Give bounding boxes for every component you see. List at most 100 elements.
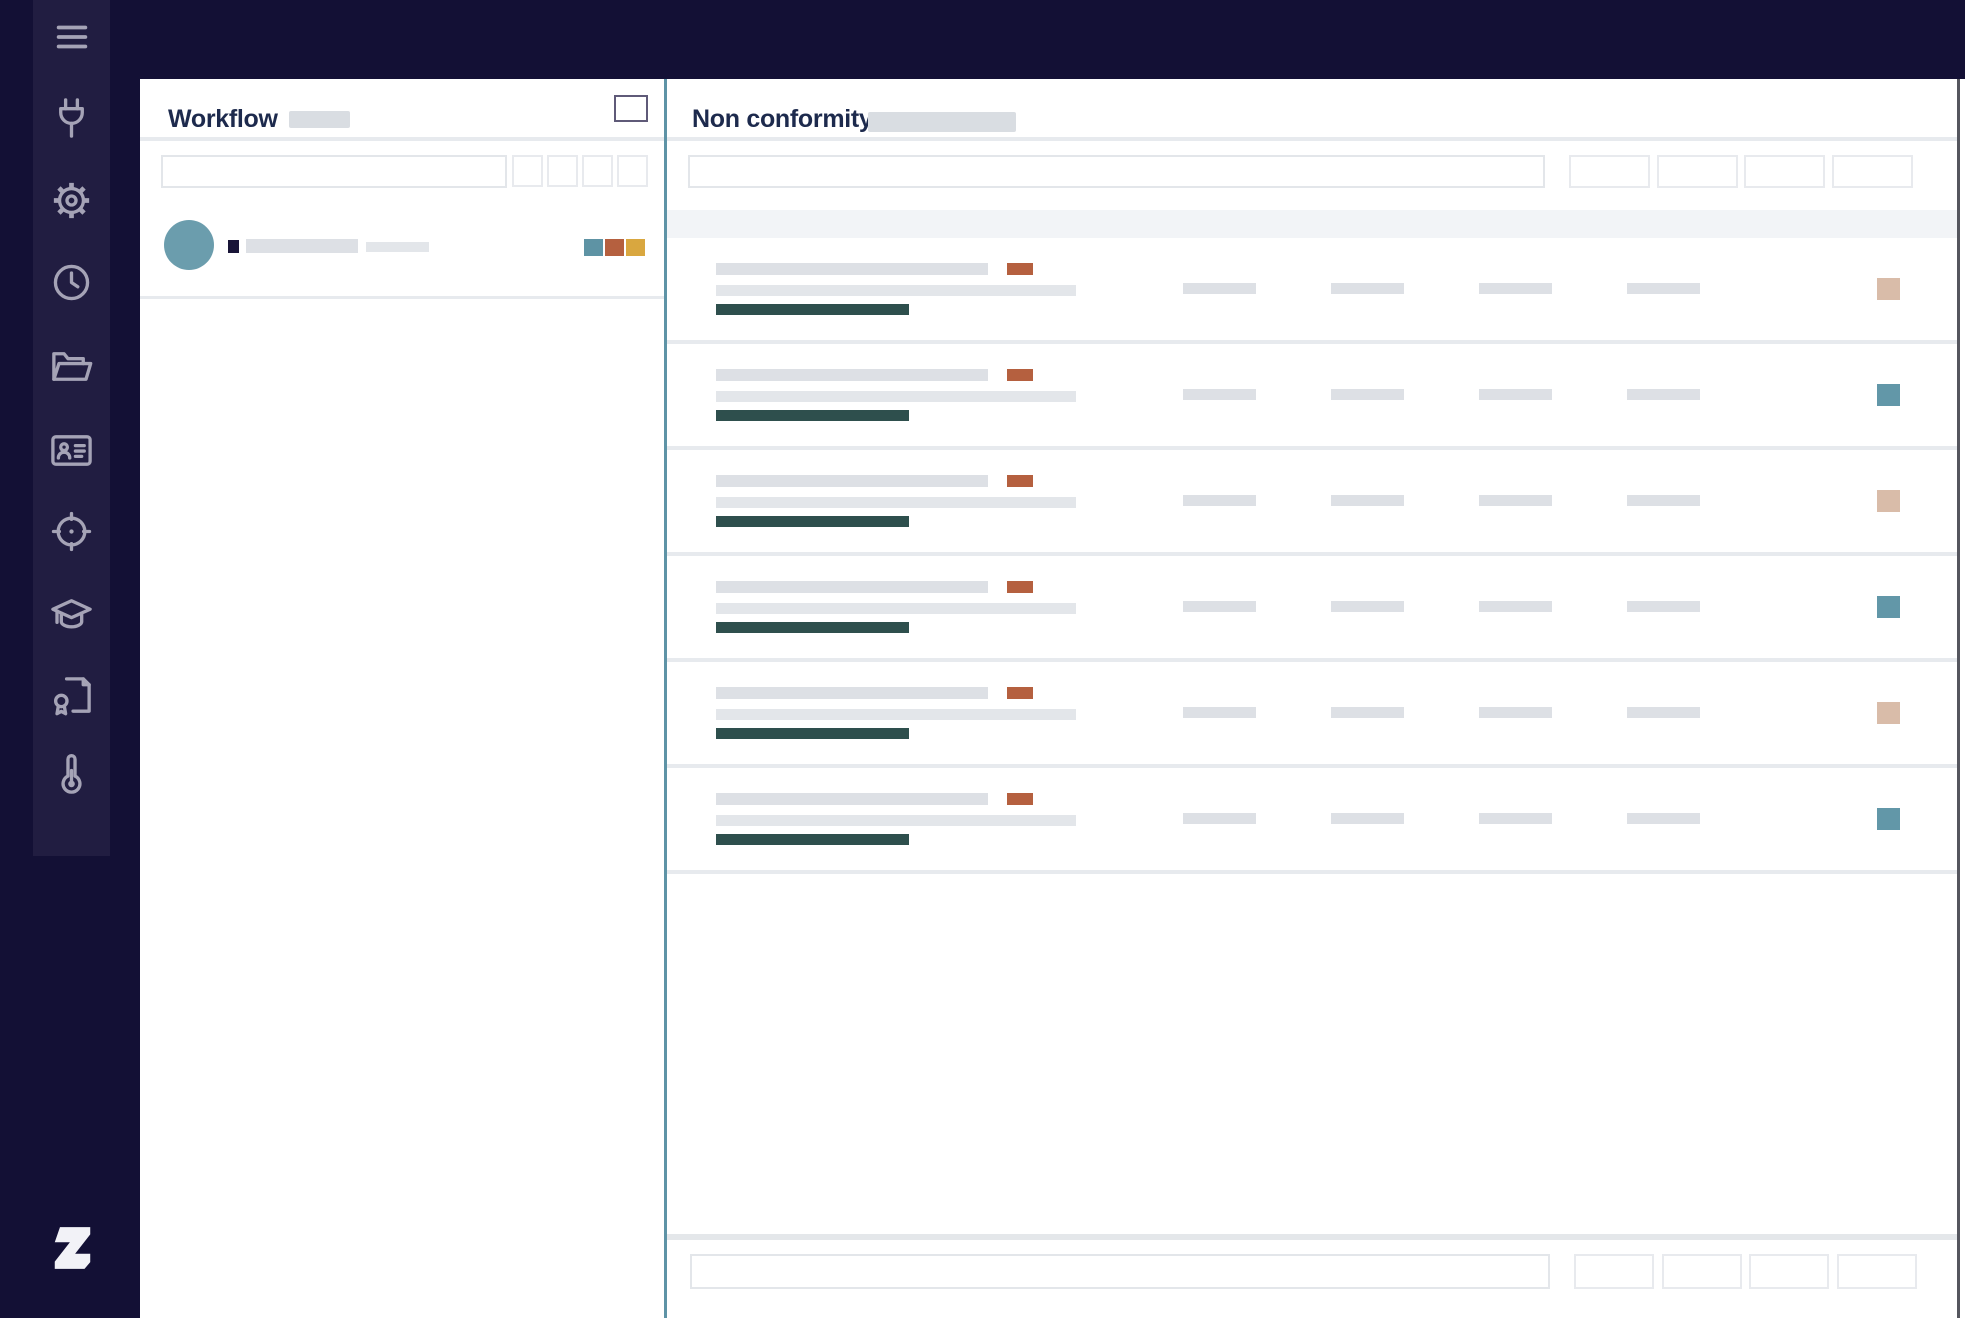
row-description-skeleton [716, 815, 1076, 826]
top-bar [0, 0, 1965, 79]
row-cell-skeleton [1331, 283, 1404, 294]
workflow-title-badge-skeleton [289, 111, 350, 128]
row-category-chip [1877, 808, 1900, 830]
row-category-chip [1877, 596, 1900, 618]
nonconformity-toolbar-button[interactable] [1831, 155, 1913, 188]
row-cell-skeleton [1183, 495, 1256, 506]
workflow-item-divider [140, 296, 664, 299]
graduation-cap-icon[interactable] [48, 591, 95, 638]
settings-gear-icon[interactable] [48, 177, 95, 224]
yellow-chip [626, 239, 645, 256]
row-cell-skeleton [1183, 601, 1256, 612]
sidebar [0, 0, 140, 1318]
row-link-skeleton [716, 834, 909, 845]
workflow-title: Workflow [168, 105, 278, 133]
nonconformity-title-badge-skeleton [868, 112, 1016, 132]
row-description-skeleton [716, 391, 1076, 402]
workflow-search-input[interactable] [161, 155, 507, 188]
panel-separator [664, 79, 667, 1318]
row-link-skeleton [716, 410, 909, 421]
workflow-list-item[interactable] [140, 199, 664, 296]
row-cell-skeleton [1627, 495, 1700, 506]
row-title-skeleton [716, 369, 988, 381]
workflow-filter-button[interactable] [512, 155, 543, 187]
table-row[interactable] [667, 556, 1957, 662]
row-description-skeleton [716, 603, 1076, 614]
workflow-panel: Workflow [140, 79, 664, 1318]
pagination-button[interactable] [1837, 1254, 1918, 1289]
row-cell-skeleton [1479, 283, 1552, 294]
nonconformity-toolbar-button[interactable] [1744, 155, 1825, 188]
nonconformity-title: Non conformity [692, 105, 873, 133]
row-cell-skeleton [1331, 601, 1404, 612]
status-square [228, 240, 239, 253]
row-cell-skeleton [1627, 389, 1700, 400]
window-edge-line [1957, 79, 1960, 1318]
row-cell-skeleton [1479, 389, 1552, 400]
row-status-chip [1007, 369, 1033, 381]
table-row[interactable] [667, 344, 1957, 450]
row-title-skeleton [716, 475, 988, 487]
item-subtitle-skeleton [366, 242, 429, 252]
row-cell-skeleton [1331, 707, 1404, 718]
row-cell-skeleton [1479, 813, 1552, 824]
row-cell-skeleton [1183, 283, 1256, 294]
workflow-filter-button[interactable] [617, 155, 648, 187]
row-title-skeleton [716, 793, 988, 805]
row-cell-skeleton [1331, 813, 1404, 824]
workflow-filter-button[interactable] [547, 155, 578, 187]
row-link-skeleton [716, 516, 909, 527]
z-logo-icon [49, 1224, 96, 1272]
nonconformity-toolbar-button[interactable] [1656, 155, 1738, 188]
pagination-divider [667, 1234, 1957, 1240]
row-cell-skeleton [1479, 601, 1552, 612]
menu-icon[interactable] [50, 17, 94, 57]
nonconformity-toolbar-button[interactable] [1569, 155, 1650, 188]
brand-logo [49, 1224, 96, 1272]
teal-chip [584, 239, 603, 256]
table-row[interactable] [667, 662, 1957, 768]
row-title-skeleton [716, 581, 988, 593]
row-cell-skeleton [1183, 389, 1256, 400]
contact-card-icon[interactable] [48, 427, 95, 474]
history-clock-icon[interactable] [48, 259, 95, 306]
nonconformity-panel: Non conformity [667, 79, 1957, 1318]
row-status-chip [1007, 581, 1033, 593]
row-cell-skeleton [1627, 283, 1700, 294]
row-cell-skeleton [1627, 707, 1700, 718]
table-body [667, 238, 1957, 874]
workflow-header-checkbox[interactable] [614, 95, 648, 122]
folder-open-icon[interactable] [48, 343, 95, 390]
row-category-chip [1877, 384, 1900, 406]
row-cell-skeleton [1479, 707, 1552, 718]
sidebar-rail [33, 0, 110, 856]
row-cell-skeleton [1331, 495, 1404, 506]
row-link-skeleton [716, 728, 909, 739]
pagination-input[interactable] [690, 1254, 1550, 1289]
table-row[interactable] [667, 768, 1957, 874]
table-header-band [667, 210, 1957, 238]
row-title-skeleton [716, 263, 988, 275]
row-status-chip [1007, 475, 1033, 487]
row-cell-skeleton [1479, 495, 1552, 506]
pagination-button[interactable] [1749, 1254, 1830, 1289]
thermometer-icon[interactable] [48, 751, 95, 798]
power-plug-icon[interactable] [48, 95, 95, 142]
row-category-chip [1877, 702, 1900, 724]
table-row[interactable] [667, 450, 1957, 556]
pagination-button[interactable] [1574, 1254, 1654, 1289]
certificate-icon[interactable] [48, 672, 95, 719]
row-cell-skeleton [1183, 813, 1256, 824]
row-category-chip [1877, 278, 1900, 300]
row-link-skeleton [716, 304, 909, 315]
row-cell-skeleton [1331, 389, 1404, 400]
nonconformity-search-input[interactable] [688, 155, 1545, 188]
row-description-skeleton [716, 285, 1076, 296]
pagination-button[interactable] [1661, 1254, 1742, 1289]
target-crosshair-icon[interactable] [48, 508, 95, 555]
table-row[interactable] [667, 238, 1957, 344]
workflow-filter-button[interactable] [582, 155, 613, 187]
row-cell-skeleton [1627, 813, 1700, 824]
row-cell-skeleton [1183, 707, 1256, 718]
